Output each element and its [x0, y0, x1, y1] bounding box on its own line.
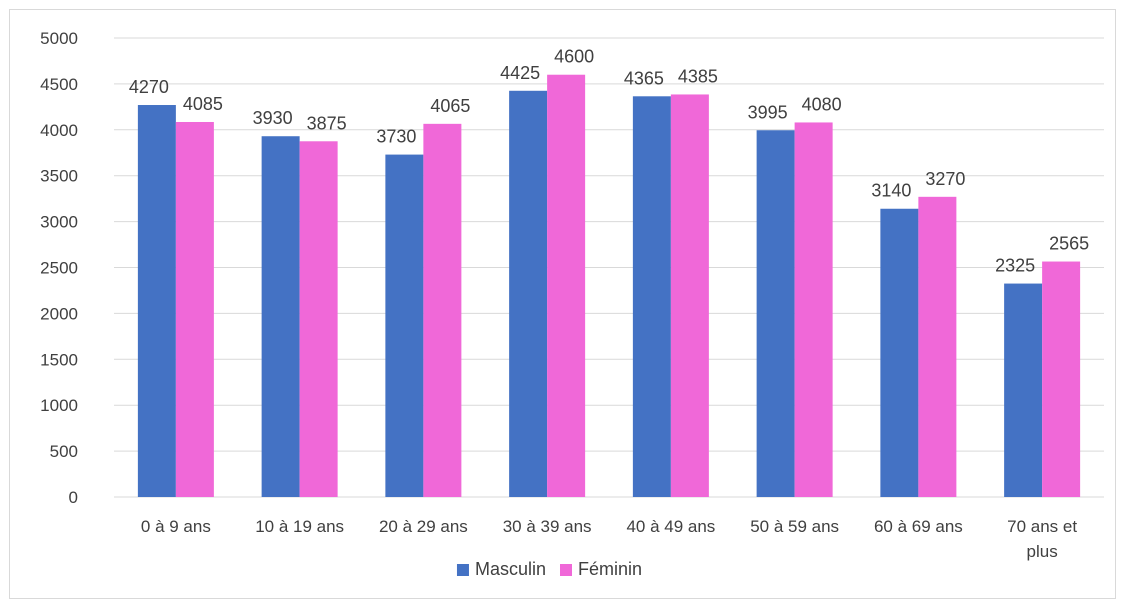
y-tick-label: 4500 [40, 75, 78, 94]
bar-masculin [385, 154, 424, 497]
y-tick-label: 3000 [40, 213, 78, 232]
legend: Masculin Féminin [456, 559, 642, 579]
data-label: 4270 [129, 77, 169, 97]
y-tick-label: 2000 [40, 304, 78, 323]
x-axis-tick-labels: 0 à 9 ans 10 à 19 ans 20 à 29 ans 30 à 39 a… [141, 517, 1077, 561]
data-label: 3930 [253, 108, 293, 128]
bar-masculin [261, 136, 300, 497]
bar-masculin [756, 130, 795, 497]
data-labels: 4270 4085 3930 3875 3730 4065 4425 4600 4365 4385… [129, 47, 1089, 276]
bar-masculin [509, 90, 548, 497]
data-label: 3995 [748, 102, 788, 122]
bar-féminin [423, 123, 462, 497]
x-tick-label: 10 à 19 ans [255, 517, 344, 536]
legend-swatch-masculin [456, 564, 469, 576]
data-label: 4385 [678, 66, 718, 86]
x-tick-label: 70 ans et [1007, 517, 1077, 536]
bar-féminin [670, 94, 709, 497]
x-tick-label: plus [1027, 542, 1058, 561]
x-tick-label: 40 à 49 ans [626, 517, 715, 536]
bar-masculin [1004, 283, 1043, 497]
bar-féminin [918, 196, 957, 497]
y-tick-label: 1000 [40, 396, 78, 415]
bar-féminin [547, 74, 586, 497]
data-label: 4425 [500, 63, 540, 83]
x-tick-label: 60 à 69 ans [874, 517, 963, 536]
data-label: 4085 [183, 94, 223, 114]
bar-féminin [1042, 261, 1081, 497]
data-label: 4065 [430, 96, 470, 116]
y-tick-label: 4000 [40, 121, 78, 140]
x-tick-label: 0 à 9 ans [141, 517, 211, 536]
data-label: 4365 [624, 68, 664, 88]
y-tick-label: 5000 [40, 29, 78, 48]
data-label: 2565 [1049, 234, 1089, 254]
y-tick-label: 3500 [40, 167, 78, 186]
bar-féminin [299, 141, 338, 497]
data-label: 4600 [554, 47, 594, 67]
legend-label: Féminin [578, 559, 642, 579]
data-label: 3875 [307, 113, 347, 133]
data-label: 2325 [995, 256, 1035, 276]
data-label: 4080 [802, 94, 842, 114]
bar-féminin [794, 122, 833, 498]
chart-frame: 0 500 1000 1500 2000 2500 3000 3500 4000 4500 5000… [9, 9, 1116, 599]
data-label: 3270 [925, 169, 965, 189]
bars [137, 74, 1081, 498]
bar-masculin [137, 105, 176, 497]
data-label: 3140 [871, 181, 911, 201]
y-axis-tick-labels: 0 500 1000 1500 2000 2500 3000 3500 4000 4500 5000 [40, 29, 78, 507]
y-tick-label: 0 [69, 488, 78, 507]
bar-masculin [632, 96, 671, 497]
data-label: 3730 [376, 127, 416, 147]
bar-féminin [175, 121, 214, 497]
legend-swatch-féminin [560, 564, 572, 576]
x-tick-label: 20 à 29 ans [379, 517, 468, 536]
y-tick-label: 1500 [40, 350, 78, 369]
x-tick-label: 50 à 59 ans [750, 517, 839, 536]
y-tick-label: 2500 [40, 259, 78, 278]
bar-masculin [880, 208, 919, 498]
y-tick-label: 500 [50, 442, 78, 461]
legend-label: Masculin [475, 559, 546, 579]
grouped-bar-chart: 0 500 1000 1500 2000 2500 3000 3500 4000 4500 5000… [40, 29, 1104, 579]
x-tick-label: 30 à 39 ans [503, 517, 592, 536]
